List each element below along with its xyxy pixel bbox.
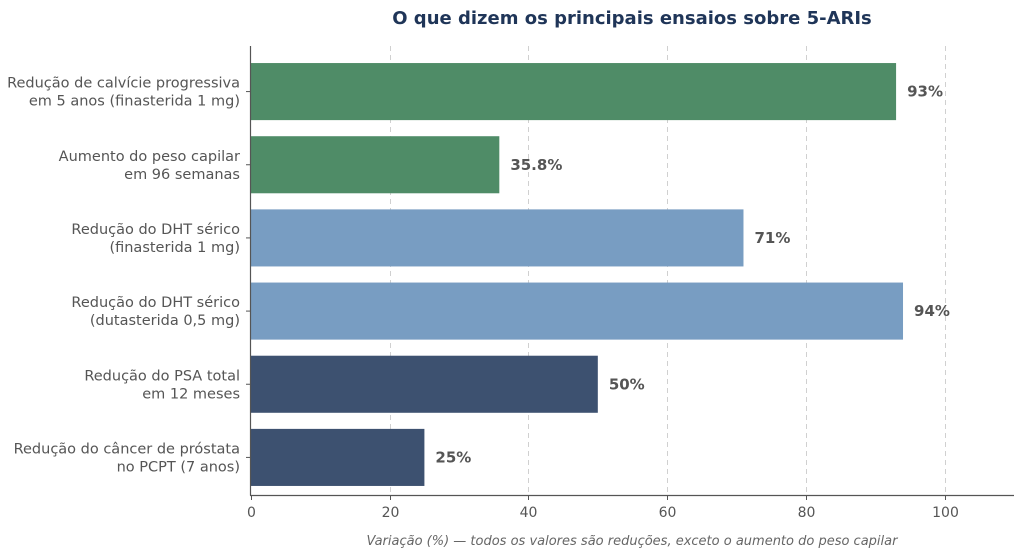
category-label: em 96 semanas xyxy=(124,167,240,183)
category-label: (finasterida 1 mg) xyxy=(109,240,240,256)
bar-value-label: 50% xyxy=(609,375,645,393)
bar-value-label: 93% xyxy=(907,83,943,101)
bar-value-label: 71% xyxy=(754,229,790,247)
chart-title: O que dizem os principais ensaios sobre … xyxy=(392,8,872,29)
category-label: (dutasterida 0,5 mg) xyxy=(90,313,240,329)
bar xyxy=(251,282,904,340)
x-ticks: 0 20 40 60 80 100 xyxy=(247,495,959,521)
x-tick-label: 80 xyxy=(798,505,816,521)
bar-value-label: 94% xyxy=(914,302,950,320)
bar xyxy=(251,136,500,194)
bar xyxy=(251,355,598,413)
bar xyxy=(251,63,897,121)
x-tick-label: 20 xyxy=(382,505,400,521)
x-axis-label: Variação (%) — todos os valores são redu… xyxy=(367,534,900,549)
bar-value-label: 35.8% xyxy=(510,156,562,174)
category-label: Aumento do peso capilar xyxy=(59,149,240,165)
bar xyxy=(251,209,744,267)
category-label: em 12 meses xyxy=(142,386,240,402)
category-label: no PCPT (7 anos) xyxy=(117,459,240,475)
x-tick-label: 40 xyxy=(520,505,538,521)
grid xyxy=(390,46,946,495)
category-label: Redução de calvície progressiva xyxy=(7,76,240,92)
category-labels: Redução de calvície progressiva em 5 anos… xyxy=(7,76,251,475)
x-tick-label: 60 xyxy=(659,505,677,521)
category-label: Redução do câncer de próstata xyxy=(14,441,240,457)
bars: 93% 35.8% 71% 94% 50% 25% xyxy=(251,63,950,486)
category-label: Redução do DHT sérico xyxy=(71,222,240,238)
category-label: Redução do PSA total xyxy=(84,368,240,384)
x-tick-label: 0 xyxy=(247,505,256,521)
x-tick-label: 100 xyxy=(932,505,959,521)
category-label: em 5 anos (finasterida 1 mg) xyxy=(29,94,240,110)
bar-value-label: 25% xyxy=(435,448,471,466)
bar xyxy=(251,428,425,486)
category-label: Redução do DHT sérico xyxy=(71,295,240,311)
